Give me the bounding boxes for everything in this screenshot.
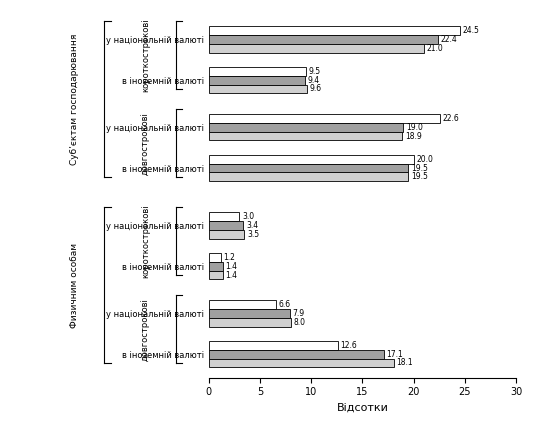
Bar bbox=[209, 43, 424, 53]
Bar bbox=[209, 300, 276, 309]
Bar bbox=[209, 132, 402, 141]
Bar bbox=[209, 123, 404, 132]
Text: 22.4: 22.4 bbox=[441, 35, 457, 44]
Text: 3.4: 3.4 bbox=[246, 220, 258, 230]
Text: 19.5: 19.5 bbox=[411, 164, 428, 173]
Text: 9.4: 9.4 bbox=[307, 76, 320, 85]
Bar bbox=[209, 270, 223, 279]
Bar bbox=[209, 221, 243, 230]
Text: 17.1: 17.1 bbox=[386, 349, 403, 358]
Text: довгострокові: довгострокові bbox=[141, 298, 150, 361]
Text: довгострокові: довгострокові bbox=[141, 112, 150, 174]
Text: 19.5: 19.5 bbox=[411, 172, 428, 181]
Bar bbox=[209, 318, 290, 326]
Bar bbox=[209, 114, 440, 123]
Bar bbox=[209, 67, 306, 76]
Bar bbox=[209, 155, 413, 164]
Bar bbox=[209, 164, 408, 172]
Bar bbox=[209, 26, 460, 35]
Text: 24.5: 24.5 bbox=[462, 26, 479, 35]
Text: 18.1: 18.1 bbox=[397, 358, 413, 368]
Text: 3.0: 3.0 bbox=[242, 212, 254, 221]
Text: Физичним особам: Физичним особам bbox=[70, 243, 79, 328]
Text: 20.0: 20.0 bbox=[416, 155, 433, 164]
Text: 12.6: 12.6 bbox=[340, 341, 357, 350]
Text: короткострокові: короткострокові bbox=[141, 204, 150, 278]
Text: 18.9: 18.9 bbox=[405, 132, 422, 141]
Bar bbox=[209, 341, 338, 350]
Bar bbox=[209, 230, 244, 239]
X-axis label: Відсотки: Відсотки bbox=[337, 403, 388, 413]
Text: 1.4: 1.4 bbox=[226, 270, 238, 279]
Text: 8.0: 8.0 bbox=[293, 318, 305, 326]
Bar bbox=[209, 253, 221, 262]
Text: 6.6: 6.6 bbox=[279, 300, 291, 309]
Text: 1.4: 1.4 bbox=[226, 262, 238, 271]
Text: 19.0: 19.0 bbox=[406, 122, 423, 132]
Bar bbox=[209, 309, 289, 318]
Bar bbox=[209, 76, 305, 85]
Text: 21.0: 21.0 bbox=[427, 43, 443, 53]
Text: 3.5: 3.5 bbox=[247, 230, 259, 239]
Text: короткострокові: короткострокові bbox=[141, 18, 150, 92]
Text: 7.9: 7.9 bbox=[292, 309, 304, 318]
Bar bbox=[209, 350, 384, 358]
Text: 9.6: 9.6 bbox=[310, 85, 322, 93]
Bar bbox=[209, 212, 239, 221]
Bar bbox=[209, 262, 223, 270]
Text: 1.2: 1.2 bbox=[223, 253, 236, 262]
Bar bbox=[209, 172, 408, 181]
Bar bbox=[209, 35, 438, 43]
Text: Суб’єктам господарювання: Суб’єктам господарювання bbox=[70, 33, 79, 165]
Text: 9.5: 9.5 bbox=[309, 67, 321, 76]
Bar bbox=[209, 85, 307, 93]
Text: 22.6: 22.6 bbox=[443, 114, 460, 123]
Bar bbox=[209, 358, 394, 368]
